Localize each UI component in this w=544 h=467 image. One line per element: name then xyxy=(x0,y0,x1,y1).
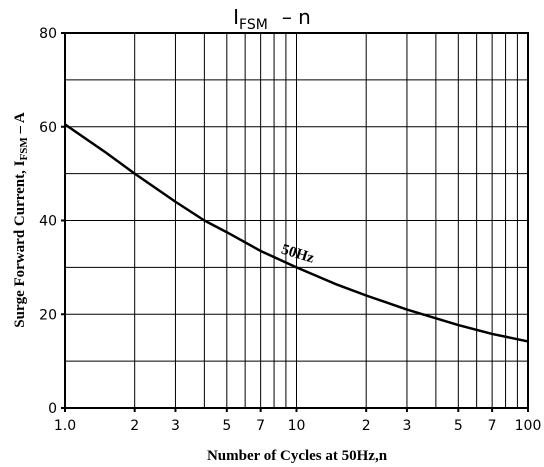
x-tick-label: 2 xyxy=(130,418,139,434)
x-tick-label: 100 xyxy=(515,418,542,434)
chart-title: IFSM – n xyxy=(233,5,311,33)
x-tick-label: 7 xyxy=(256,418,265,434)
y-axis-label: Surge Forward Current, IFSM – A xyxy=(12,112,30,328)
x-tick-label: 3 xyxy=(171,418,180,434)
x-tick-label: 2 xyxy=(362,418,371,434)
y-tick-label: 20 xyxy=(39,307,57,323)
x-axis-label: Number of Cycles at 50Hz,n xyxy=(207,448,388,464)
x-tick-label: 1.0 xyxy=(54,418,76,434)
x-tick-label: 10 xyxy=(288,418,306,434)
x-tick-label: 7 xyxy=(488,418,497,434)
y-tick-label: 0 xyxy=(48,401,57,417)
x-tick-label: 5 xyxy=(454,418,463,434)
y-tick-label: 40 xyxy=(39,214,57,230)
y-tick-label: 60 xyxy=(39,120,57,136)
y-tick-label: 80 xyxy=(39,26,57,42)
x-tick-label: 5 xyxy=(222,418,231,434)
x-tick-label: 3 xyxy=(402,418,411,434)
curve xyxy=(64,123,529,343)
